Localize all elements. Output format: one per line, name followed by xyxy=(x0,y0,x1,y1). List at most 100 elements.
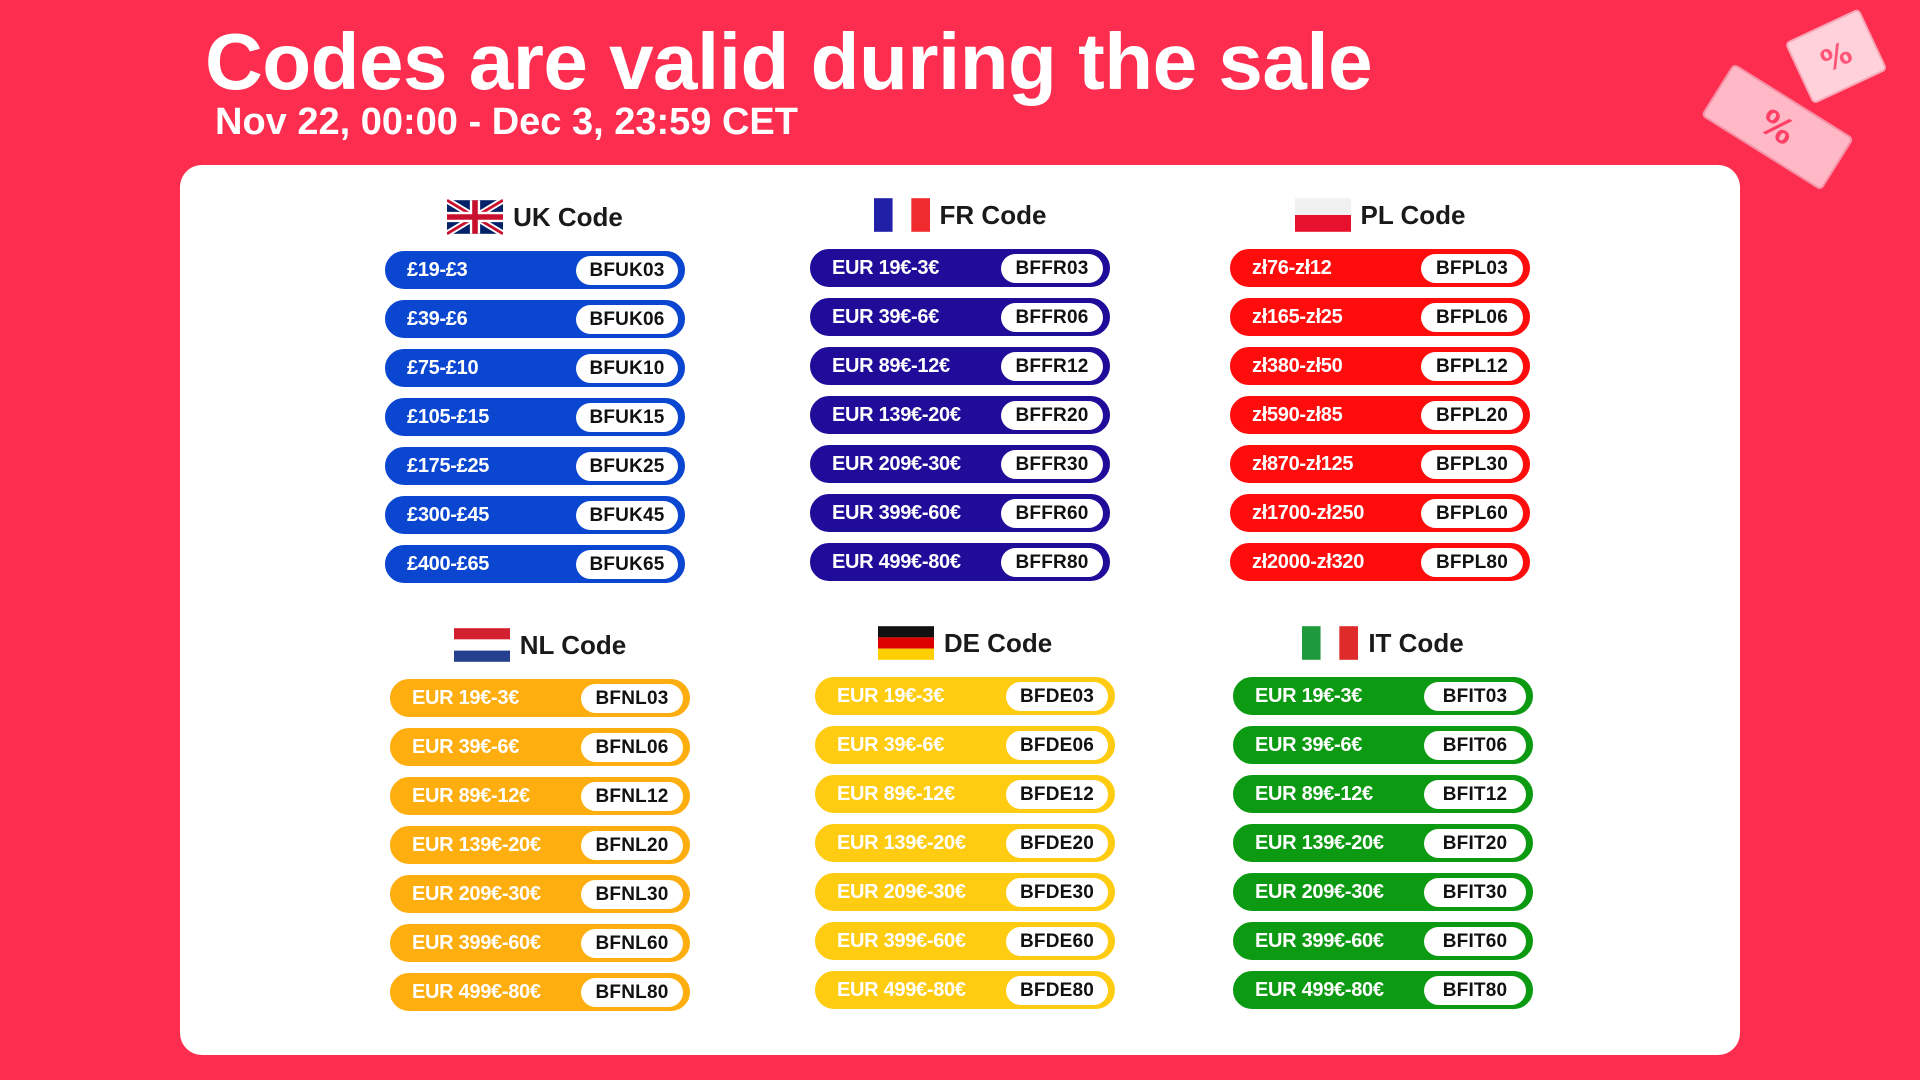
coupon-code[interactable]: BFDE60 xyxy=(1006,926,1108,956)
coupon-code[interactable]: BFIT30 xyxy=(1424,877,1526,907)
coupon-row[interactable]: £300-£45 BFUK45 xyxy=(385,496,685,534)
coupon-row[interactable]: EUR 89€-12€ BFIT12 xyxy=(1233,775,1533,813)
coupon-code[interactable]: BFUK25 xyxy=(576,451,678,481)
coupon-row[interactable]: EUR 399€-60€ BFDE60 xyxy=(815,922,1115,960)
coupon-row[interactable]: zł380-zł50 BFPL12 xyxy=(1230,347,1530,385)
coupon-row[interactable]: zł590-zł85 BFPL20 xyxy=(1230,396,1530,434)
coupon-code[interactable]: BFNL03 xyxy=(581,683,683,713)
coupon-row[interactable]: EUR 89€-12€ BFNL12 xyxy=(390,777,690,815)
discount-amount: EUR 19€-3€ xyxy=(412,686,520,709)
coupon-row[interactable]: EUR 209€-30€ BFIT30 xyxy=(1233,873,1533,911)
coupon-code[interactable]: BFUK65 xyxy=(576,549,678,579)
coupon-row[interactable]: EUR 39€-6€ BFFR06 xyxy=(810,298,1110,336)
section-de: DE Code EUR 19€-3€ BFDE03 EUR 39€-6€ BFDE06… xyxy=(815,621,1115,1020)
coupon-row[interactable]: £400-£65 BFUK65 xyxy=(385,545,685,583)
coupon-row[interactable]: EUR 39€-6€ BFDE06 xyxy=(815,726,1115,764)
discount-amount: zł1700-zł250 xyxy=(1252,501,1365,524)
coupon-code[interactable]: BFFR80 xyxy=(1001,547,1103,577)
coupon-row[interactable]: EUR 19€-3€ BFDE03 xyxy=(815,677,1115,715)
coupon-code[interactable]: BFNL80 xyxy=(581,977,683,1007)
coupon-code[interactable]: BFNL20 xyxy=(581,830,683,860)
section-fr: FR Code EUR 19€-3€ BFFR03 EUR 39€-6€ BFFR06… xyxy=(810,193,1110,592)
coupon-code[interactable]: BFUK45 xyxy=(576,500,678,530)
coupon-code[interactable]: BFFR12 xyxy=(1001,351,1103,381)
coupon-code[interactable]: BFFR06 xyxy=(1001,302,1103,332)
coupon-code[interactable]: BFIT12 xyxy=(1424,779,1526,809)
page-title: Codes are valid during the sale xyxy=(205,17,1373,106)
discount-amount: £75-£10 xyxy=(407,356,479,379)
discount-amount: EUR 209€-30€ xyxy=(412,882,541,905)
coupon-code[interactable]: BFFR60 xyxy=(1001,498,1103,528)
coupon-code[interactable]: BFDE03 xyxy=(1006,681,1108,711)
discount-amount: zł76-zł12 xyxy=(1252,256,1332,279)
coupon-row[interactable]: EUR 19€-3€ BFIT03 xyxy=(1233,677,1533,715)
coupon-code[interactable]: BFPL20 xyxy=(1421,400,1523,430)
coupon-code[interactable]: BFPL80 xyxy=(1421,547,1523,577)
coupon-code[interactable]: BFDE06 xyxy=(1006,730,1108,760)
coupon-code[interactable]: BFPL12 xyxy=(1421,351,1523,381)
coupon-row[interactable]: EUR 499€-80€ BFIT80 xyxy=(1233,971,1533,1009)
coupon-row[interactable]: EUR 209€-30€ BFDE30 xyxy=(815,873,1115,911)
coupon-code[interactable]: BFFR30 xyxy=(1001,449,1103,479)
coupon-row[interactable]: £39-£6 BFUK06 xyxy=(385,300,685,338)
coupon-code[interactable]: BFNL12 xyxy=(581,781,683,811)
coupon-code[interactable]: BFDE80 xyxy=(1006,975,1108,1005)
coupon-code[interactable]: BFPL60 xyxy=(1421,498,1523,528)
sale-dates: Nov 22, 00:00 - Dec 3, 23:59 CET xyxy=(215,101,798,143)
coupon-code[interactable]: BFUK10 xyxy=(576,353,678,383)
coupon-row[interactable]: £175-£25 BFUK25 xyxy=(385,447,685,485)
coupon-code[interactable]: BFPL30 xyxy=(1421,449,1523,479)
discount-tickets-icon: % % xyxy=(1680,0,1900,190)
coupon-row[interactable]: EUR 39€-6€ BFIT06 xyxy=(1233,726,1533,764)
coupon-code[interactable]: BFNL06 xyxy=(581,732,683,762)
coupon-row[interactable]: EUR 499€-80€ BFFR80 xyxy=(810,543,1110,581)
coupon-row[interactable]: zł76-zł12 BFPL03 xyxy=(1230,249,1530,287)
coupon-row[interactable]: EUR 39€-6€ BFNL06 xyxy=(390,728,690,766)
coupon-row[interactable]: £19-£3 BFUK03 xyxy=(385,251,685,289)
coupon-row[interactable]: zł165-zł25 BFPL06 xyxy=(1230,298,1530,336)
coupon-code[interactable]: BFIT03 xyxy=(1424,681,1526,711)
coupon-code[interactable]: BFDE30 xyxy=(1006,877,1108,907)
coupon-code[interactable]: BFIT60 xyxy=(1424,926,1526,956)
discount-amount: EUR 89€-12€ xyxy=(1255,782,1373,805)
coupon-row[interactable]: EUR 399€-60€ BFFR60 xyxy=(810,494,1110,532)
coupon-code[interactable]: BFNL30 xyxy=(581,879,683,909)
coupon-code[interactable]: BFUK15 xyxy=(576,402,678,432)
coupon-row[interactable]: EUR 89€-12€ BFFR12 xyxy=(810,347,1110,385)
coupon-code[interactable]: BFIT20 xyxy=(1424,828,1526,858)
coupon-row[interactable]: EUR 209€-30€ BFNL30 xyxy=(390,875,690,913)
coupon-row[interactable]: EUR 19€-3€ BFFR03 xyxy=(810,249,1110,287)
coupon-row[interactable]: zł2000-zł320 BFPL80 xyxy=(1230,543,1530,581)
coupon-row[interactable]: EUR 499€-80€ BFNL80 xyxy=(390,973,690,1011)
discount-amount: EUR 499€-80€ xyxy=(837,978,966,1001)
coupon-row[interactable]: £75-£10 BFUK10 xyxy=(385,349,685,387)
discount-amount: EUR 89€-12€ xyxy=(837,782,955,805)
coupon-row[interactable]: EUR 399€-60€ BFIT60 xyxy=(1233,922,1533,960)
coupon-code[interactable]: BFNL60 xyxy=(581,928,683,958)
coupon-code[interactable]: BFFR20 xyxy=(1001,400,1103,430)
coupon-row[interactable]: EUR 139€-20€ BFIT20 xyxy=(1233,824,1533,862)
coupon-code[interactable]: BFIT06 xyxy=(1424,730,1526,760)
coupon-code[interactable]: BFUK03 xyxy=(576,255,678,285)
coupon-row[interactable]: EUR 399€-60€ BFNL60 xyxy=(390,924,690,962)
coupon-code[interactable]: BFPL03 xyxy=(1421,253,1523,283)
coupon-row[interactable]: EUR 19€-3€ BFNL03 xyxy=(390,679,690,717)
coupon-row[interactable]: EUR 499€-80€ BFDE80 xyxy=(815,971,1115,1009)
coupon-code[interactable]: BFPL06 xyxy=(1421,302,1523,332)
coupon-code[interactable]: BFDE12 xyxy=(1006,779,1108,809)
coupon-code[interactable]: BFUK06 xyxy=(576,304,678,334)
coupon-code[interactable]: BFDE20 xyxy=(1006,828,1108,858)
coupon-row[interactable]: EUR 209€-30€ BFFR30 xyxy=(810,445,1110,483)
coupon-row[interactable]: zł870-zł125 BFPL30 xyxy=(1230,445,1530,483)
coupon-row[interactable]: EUR 139€-20€ BFNL20 xyxy=(390,826,690,864)
coupon-code[interactable]: BFIT80 xyxy=(1424,975,1526,1005)
discount-amount: £19-£3 xyxy=(407,258,468,281)
coupon-row[interactable]: EUR 139€-20€ BFDE20 xyxy=(815,824,1115,862)
france-flag-icon xyxy=(873,197,930,233)
discount-amount: zł165-zł25 xyxy=(1252,305,1343,328)
coupon-row[interactable]: £105-£15 BFUK15 xyxy=(385,398,685,436)
coupon-row[interactable]: EUR 89€-12€ BFDE12 xyxy=(815,775,1115,813)
coupon-row[interactable]: zł1700-zł250 BFPL60 xyxy=(1230,494,1530,532)
coupon-code[interactable]: BFFR03 xyxy=(1001,253,1103,283)
coupon-row[interactable]: EUR 139€-20€ BFFR20 xyxy=(810,396,1110,434)
